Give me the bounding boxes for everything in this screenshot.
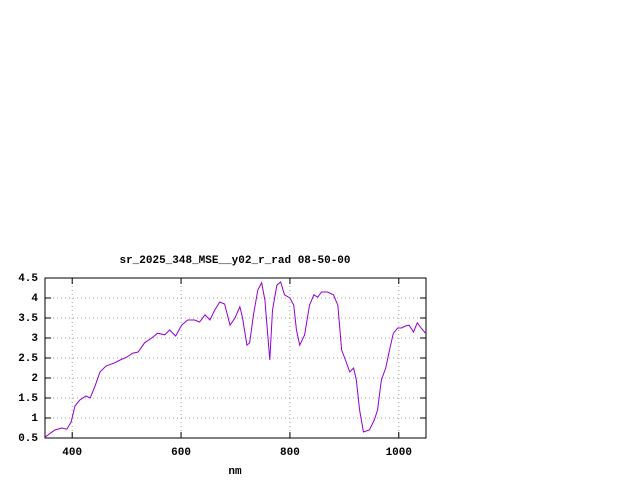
- y-tick-label: 0.5: [18, 433, 38, 445]
- y-tick-label: 2: [31, 373, 38, 385]
- x-tick-label: 600: [171, 447, 191, 459]
- y-tick-label: 4: [31, 293, 38, 305]
- y-tick-label: 3.5: [18, 313, 38, 325]
- chart-title: sr_2025_348_MSE__y02_r_rad 08-50-00: [119, 255, 350, 267]
- x-tick-label: 1000: [386, 447, 412, 459]
- y-tick-label: 1: [31, 413, 38, 425]
- data-line: [44, 281, 426, 438]
- plot-frame: [44, 277, 427, 439]
- x-tick-label: 400: [62, 447, 82, 459]
- y-tick-label: 3: [31, 333, 38, 345]
- y-tick-label: 2.5: [18, 353, 38, 365]
- x-axis-label: nm: [228, 466, 242, 478]
- y-tick-label: 1.5: [18, 393, 38, 405]
- y-tick-label: 4.5: [18, 273, 38, 285]
- x-tick-label: 800: [280, 447, 300, 459]
